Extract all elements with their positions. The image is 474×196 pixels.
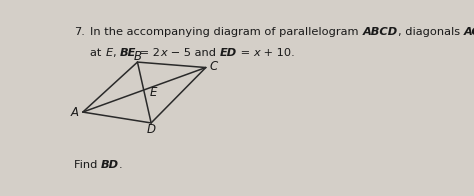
Text: = 2: = 2 xyxy=(137,48,160,58)
Text: D: D xyxy=(146,123,155,136)
Text: ABCD: ABCD xyxy=(363,27,398,37)
Text: x: x xyxy=(254,48,260,58)
Text: In the accompanying diagram of parallelogram: In the accompanying diagram of parallelo… xyxy=(91,27,363,37)
Text: at: at xyxy=(91,48,106,58)
Text: BD: BD xyxy=(101,160,119,170)
Text: A: A xyxy=(71,106,79,119)
Text: C: C xyxy=(210,60,218,73)
Text: , diagonals: , diagonals xyxy=(398,27,464,37)
Text: =: = xyxy=(237,48,254,58)
Text: − 5 and: − 5 and xyxy=(167,48,219,58)
Text: B: B xyxy=(134,50,141,63)
Text: .: . xyxy=(119,160,123,170)
Text: + 10.: + 10. xyxy=(260,48,295,58)
Text: 7.: 7. xyxy=(74,27,85,37)
Text: ED: ED xyxy=(219,48,237,58)
Text: Find: Find xyxy=(74,160,101,170)
Text: x: x xyxy=(160,48,167,58)
Text: ,: , xyxy=(113,48,120,58)
Text: BE: BE xyxy=(120,48,137,58)
Text: E: E xyxy=(106,48,113,58)
Text: AC: AC xyxy=(464,27,474,37)
Text: E: E xyxy=(150,86,157,99)
